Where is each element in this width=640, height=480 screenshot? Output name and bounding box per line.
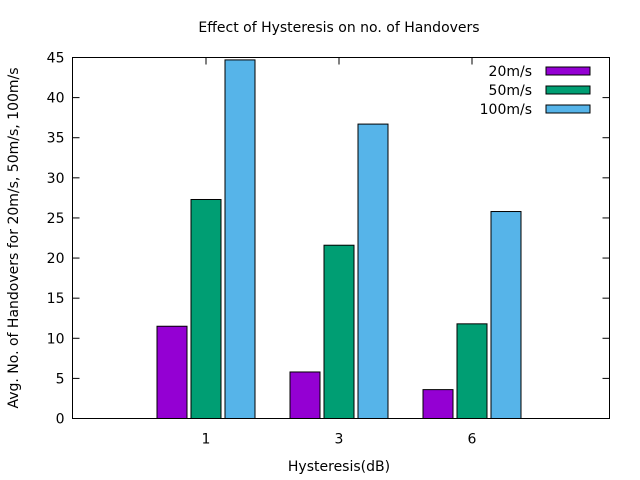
y-tick-label: 40 xyxy=(47,91,65,107)
bar-20ms-1 xyxy=(156,325,188,419)
legend-label: 20m/s xyxy=(489,64,532,80)
bar-50ms-1 xyxy=(190,198,222,419)
x-tick-label: 1 xyxy=(202,432,211,448)
bar-50ms-3 xyxy=(323,244,355,419)
legend-label: 100m/s xyxy=(480,102,532,118)
y-tick-label: 45 xyxy=(47,51,65,67)
y-tick-label: 30 xyxy=(47,171,65,187)
y-tick-label: 25 xyxy=(47,211,65,227)
x-tick-label: 3 xyxy=(335,432,344,448)
bar-100ms-3 xyxy=(357,123,389,419)
bar-100ms-6 xyxy=(490,211,522,419)
legend: 20m/s 50m/s 100m/s xyxy=(480,64,591,118)
x-axis-label: Hysteresis(dB) xyxy=(288,459,390,475)
x-tick-label: 6 xyxy=(468,432,477,448)
bar-20ms-3 xyxy=(289,371,321,419)
bars xyxy=(156,59,522,419)
bar-50ms-6 xyxy=(456,323,488,419)
y-tick-label: 0 xyxy=(56,412,65,428)
legend-label: 50m/s xyxy=(489,83,532,99)
y-axis-label: Avg. No. of Handovers for 20m/s, 50m/s, … xyxy=(6,67,22,408)
legend-swatch xyxy=(545,66,591,76)
y-tick-label: 20 xyxy=(47,251,65,267)
bar-20ms-6 xyxy=(422,389,454,419)
y-tick-label: 15 xyxy=(47,291,65,307)
y-tick-label: 10 xyxy=(47,331,65,347)
legend-swatch xyxy=(545,104,591,114)
y-axis: 0 5 10 15 20 25 30 35 40 45 xyxy=(47,51,610,428)
y-tick-label: 35 xyxy=(47,131,65,147)
chart-title: Effect of Hysteresis on no. of Handovers xyxy=(198,20,479,36)
bar-100ms-1 xyxy=(224,59,256,419)
y-tick-label: 5 xyxy=(56,371,65,387)
legend-swatch xyxy=(545,85,591,95)
plot-frame xyxy=(72,57,610,419)
